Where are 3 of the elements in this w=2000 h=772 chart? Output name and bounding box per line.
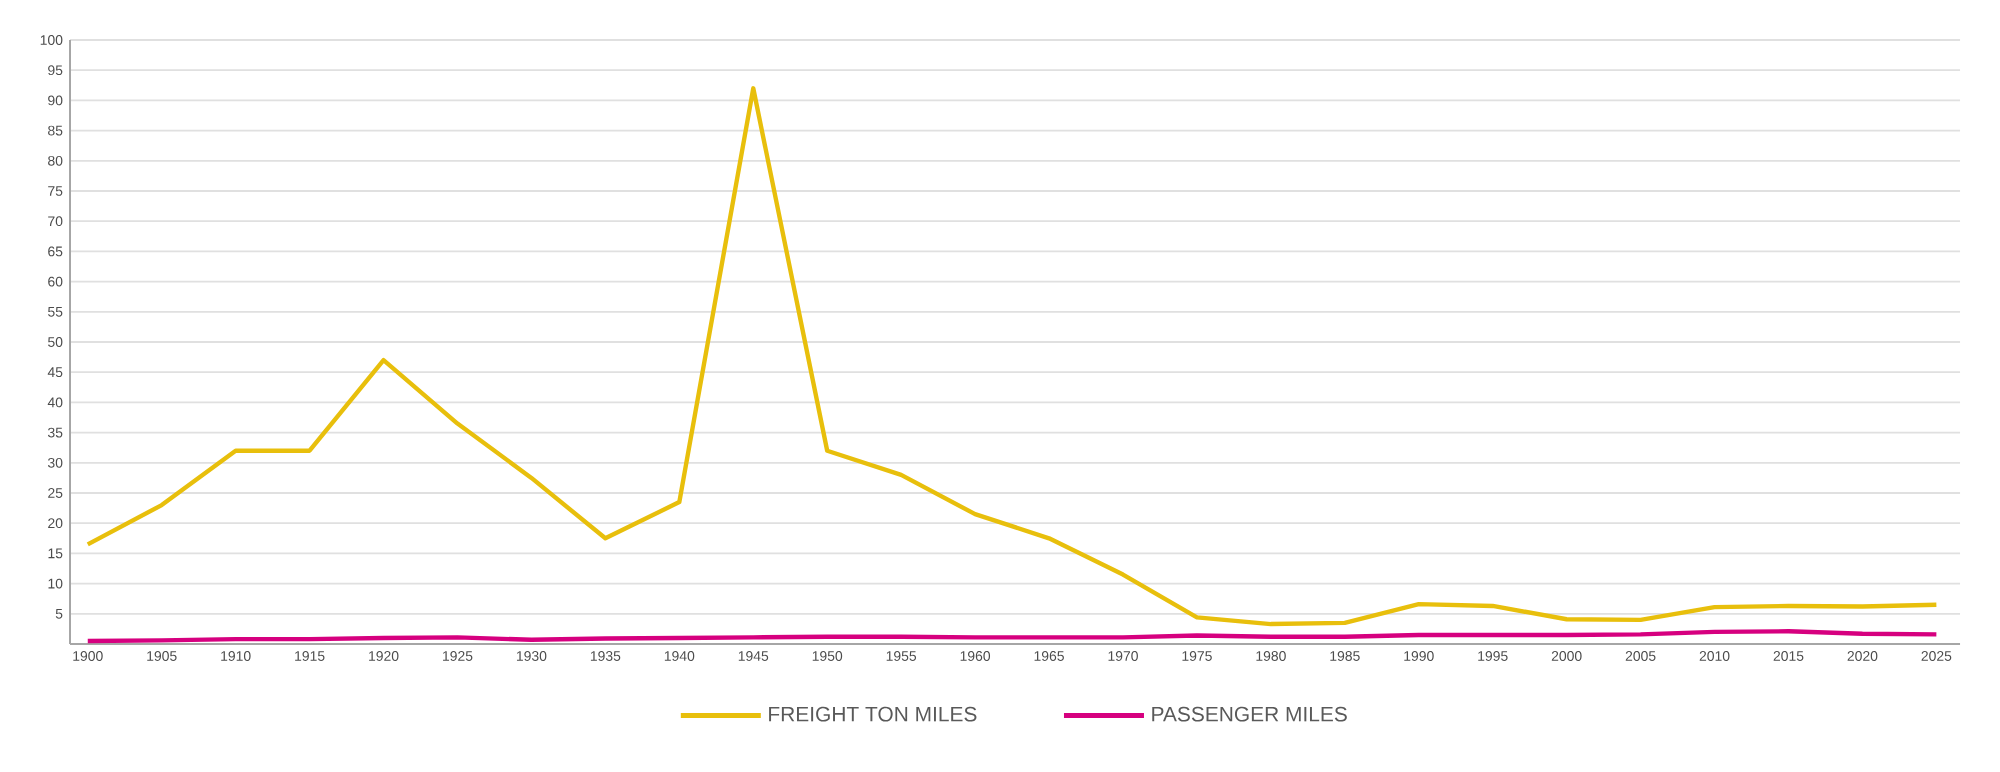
legend-label: PASSENGER MILES <box>1152 706 1347 722</box>
line-series <box>85 86 1939 627</box>
legend-label: FREIGHT TON MILES <box>769 706 977 722</box>
